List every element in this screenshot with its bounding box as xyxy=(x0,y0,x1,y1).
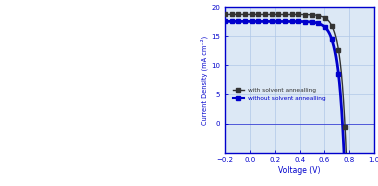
Y-axis label: Current Density (mA cm⁻²): Current Density (mA cm⁻²) xyxy=(201,35,208,125)
Legend: with solvent annealling, without solvent annealling: with solvent annealling, without solvent… xyxy=(231,85,328,104)
X-axis label: Voltage (V): Voltage (V) xyxy=(278,166,321,175)
